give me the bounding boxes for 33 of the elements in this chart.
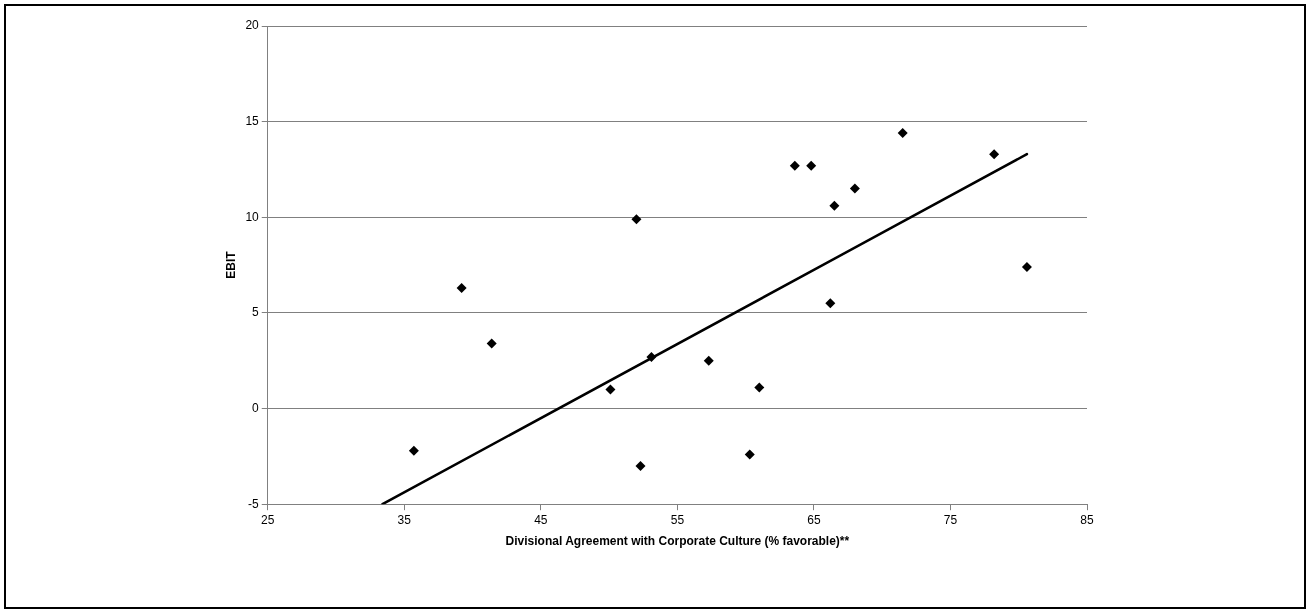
y-tick-label: -5 [248,496,260,511]
point [806,160,817,171]
x-tick-label: 75 [943,512,958,527]
point [849,183,860,194]
y-tick-label: 5 [252,305,260,320]
point [744,449,755,460]
y-tick-label: 0 [252,400,260,415]
point [486,338,497,349]
x-tick-label: 45 [534,512,548,527]
x-axis-title: Divisional Agreement with Corporate Culture (% favorable)** [505,534,850,549]
x-tick-label: 35 [397,512,412,527]
y-axis-title: EBIT [223,250,238,279]
point [703,355,714,366]
point [635,460,646,471]
x-tick-label: 25 [261,512,275,527]
point [754,382,765,393]
point [789,160,800,171]
point [408,445,419,456]
point [989,149,1000,160]
x-tick-label: 85 [1080,512,1094,527]
y-tick-label: 20 [245,18,260,33]
point [605,384,616,395]
point [631,214,642,225]
x-tick-label: 65 [807,512,821,527]
point [1021,262,1032,273]
point [829,200,840,211]
x-tick-label: 55 [670,512,685,527]
point [897,128,908,139]
y-tick-label: 15 [245,113,260,128]
y-tick-label: 10 [245,209,260,224]
point [825,298,836,309]
point [646,351,657,362]
point [456,283,467,294]
